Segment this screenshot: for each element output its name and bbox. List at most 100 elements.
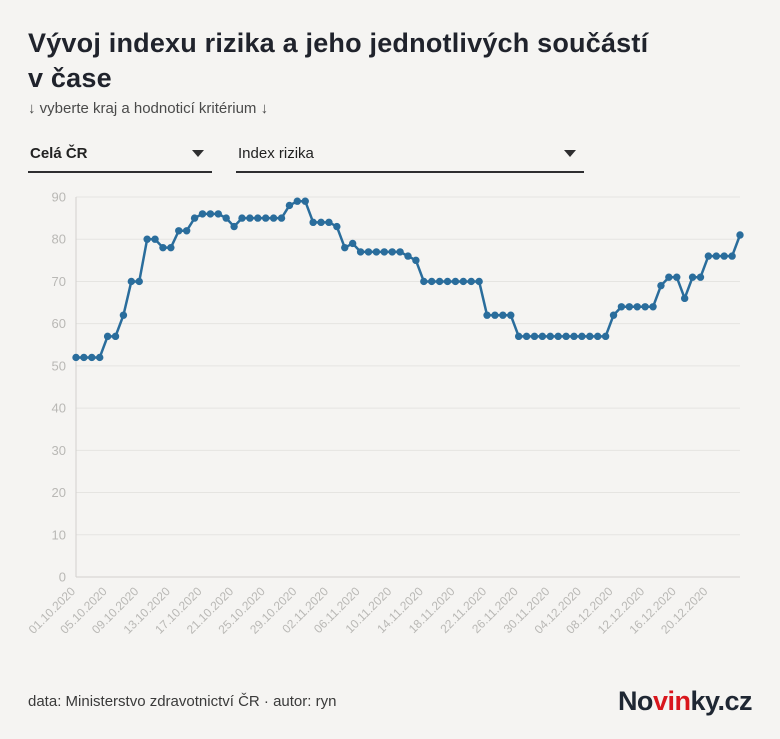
y-tick-label: 30	[52, 443, 66, 458]
page-title-line2: v čase	[28, 63, 112, 94]
chart-point	[159, 244, 167, 252]
chart-point	[673, 273, 681, 282]
region-select-value: Celá ČR	[30, 145, 88, 163]
chart-point	[736, 231, 744, 239]
logo-part-2: vin	[652, 686, 691, 717]
logo-part-3: ky.cz	[690, 686, 752, 717]
chart-point	[688, 273, 697, 282]
chart-point	[88, 353, 96, 362]
chart-point	[720, 252, 728, 260]
criterion-select[interactable]: Index rizika	[236, 141, 584, 174]
chart-point	[246, 214, 254, 222]
chart-point	[538, 332, 547, 341]
chart-point	[491, 311, 499, 320]
chart-point	[467, 277, 475, 286]
chart-point	[198, 210, 207, 218]
novinky-logo: Novinky.cz	[618, 686, 753, 717]
chart-point	[420, 277, 428, 286]
chart-point	[285, 201, 294, 210]
y-tick-label: 10	[52, 527, 66, 542]
y-tick-label: 60	[52, 316, 66, 331]
chart-point	[325, 218, 333, 227]
y-tick-label: 20	[52, 485, 66, 500]
chevron-down-icon	[564, 150, 576, 158]
chart-point	[499, 311, 507, 320]
chart-point	[428, 277, 436, 286]
chart-point	[483, 311, 491, 320]
chart-point	[380, 248, 388, 256]
chart-point	[530, 332, 539, 341]
y-tick-label: 50	[52, 359, 66, 374]
chart-point	[135, 277, 143, 286]
chart-point	[175, 227, 183, 235]
chart-point	[625, 303, 634, 311]
chart-point	[206, 210, 215, 218]
chart-point	[609, 311, 618, 320]
chart-point	[214, 210, 222, 218]
chart-point	[546, 332, 554, 341]
chart-point	[728, 252, 736, 260]
chart-point	[594, 332, 602, 341]
chart-point	[277, 214, 286, 222]
chart-point	[317, 218, 325, 227]
footer: data: Ministerstvo zdravotnictví ČR · au…	[0, 682, 780, 717]
chart-point	[404, 252, 412, 260]
chart-point	[507, 311, 515, 320]
chart-point	[96, 353, 104, 362]
y-tick-label: 90	[52, 190, 66, 205]
criterion-select-value: Index rizika	[238, 145, 314, 163]
chart-point	[586, 332, 594, 341]
chart-point	[680, 294, 689, 303]
data-credit: data: Ministerstvo zdravotnictví ČR · au…	[28, 693, 337, 711]
y-tick-label: 0	[59, 570, 66, 585]
chart-point	[127, 277, 136, 286]
chart-svg: 010203040506070809001.10.202005.10.20200…	[26, 190, 744, 637]
chart-point	[665, 273, 673, 282]
page-subtitle: ↓ vyberte kraj a hodnoticí kritérium ↓	[28, 100, 269, 118]
chart-point	[649, 303, 657, 311]
chart-point	[364, 248, 373, 256]
chart-point	[103, 332, 112, 341]
y-tick-label: 70	[52, 274, 66, 289]
chart-point	[522, 332, 531, 341]
chart-point	[301, 197, 309, 206]
chart-point	[143, 235, 151, 244]
chart-point	[333, 223, 341, 231]
chart-point	[570, 332, 578, 341]
chart-point	[151, 235, 159, 244]
chart-point	[657, 282, 665, 290]
chart-point	[704, 252, 713, 260]
filter-bar: Celá ČR Index rizika	[28, 141, 752, 174]
chart-point	[514, 332, 523, 341]
y-tick-label: 80	[52, 232, 66, 247]
chart-point	[435, 277, 444, 286]
chart-point	[111, 332, 120, 341]
chart-line	[74, 200, 742, 359]
chart-point	[293, 197, 302, 206]
chart-point	[641, 303, 649, 311]
chart-point	[396, 248, 404, 256]
chart-point	[451, 277, 460, 286]
chart-point	[388, 248, 396, 256]
chart-point	[190, 214, 199, 222]
chart-point	[269, 214, 278, 222]
risk-index-chart: 0 10 20 30 40 50 60 70 80 90 01.10.2020 05.10.2020 0…	[26, 185, 752, 682]
chart-point	[182, 227, 191, 235]
region-select[interactable]: Celá ČR	[28, 141, 212, 174]
chart-point	[554, 332, 562, 341]
page-container: Vývoj indexu rizika a jeho jednotlivých …	[26, 26, 752, 682]
chart-point	[222, 214, 230, 222]
chart-point	[80, 353, 88, 362]
chart-point	[601, 332, 610, 341]
page-title: Vývoj indexu rizika a jeho jednotlivých …	[28, 26, 752, 96]
chart-point	[238, 214, 246, 222]
chart-point	[562, 332, 570, 341]
chart-point	[341, 244, 349, 252]
chart-point	[578, 332, 586, 341]
chart-point	[617, 303, 626, 311]
y-tick-label: 40	[52, 401, 66, 416]
chart-point	[443, 277, 452, 286]
chart-point	[475, 277, 483, 286]
chart-point	[356, 248, 365, 256]
chart-point	[230, 223, 238, 231]
